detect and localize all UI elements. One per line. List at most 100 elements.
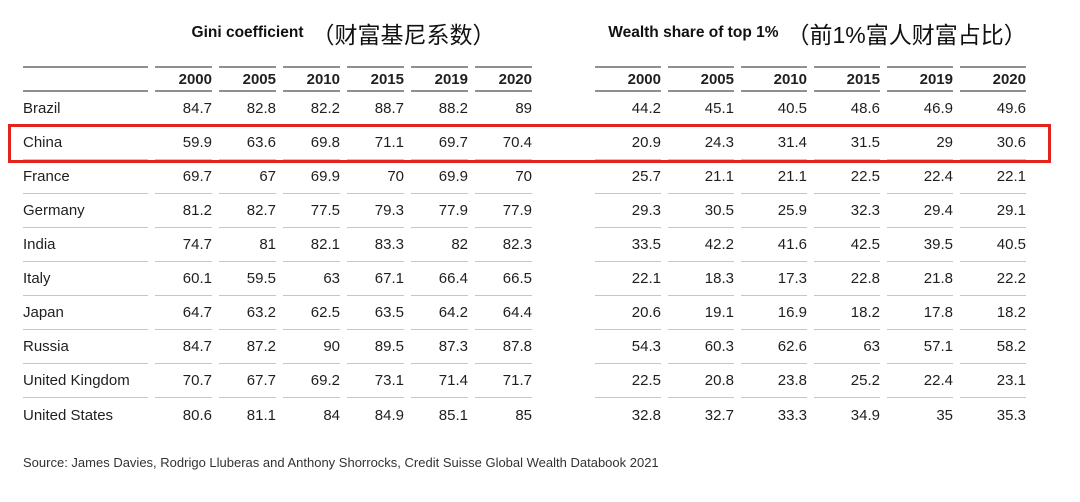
column-group-gap xyxy=(532,126,588,160)
wealth-value: 40.5 xyxy=(960,228,1026,262)
wealth-value: 46.9 xyxy=(887,92,953,126)
wealth-year-header: 2005 xyxy=(668,66,734,92)
column-group-gap xyxy=(532,364,588,398)
gini-value: 82 xyxy=(411,228,468,262)
gini-value: 84.9 xyxy=(374,406,404,424)
wealth-value: 21.1 xyxy=(741,160,807,194)
gini-value: 64.4 xyxy=(475,296,532,330)
gini-value: 60.1 xyxy=(155,262,212,296)
gini-title-en: Gini coefficient xyxy=(191,24,304,41)
wealth-value: 23.1 xyxy=(960,364,1026,398)
country-name: Germany xyxy=(23,194,148,228)
gini-value: 66.4 xyxy=(411,262,468,296)
gini-value: 82.7 xyxy=(219,194,276,228)
gini-year-header: 2000 xyxy=(155,66,212,92)
wealth-value: 33.3 xyxy=(777,406,807,424)
table-row: Germany 81.2 82.7 77.5 79.3 77.9 77.9 29.3 30.5 2… xyxy=(23,194,1040,228)
wealth-group-title: Wealth share of top 1% （前1%富人财富占比） xyxy=(595,16,1040,50)
country-name: Russia xyxy=(23,330,148,364)
gini-value: 64.2 xyxy=(411,296,468,330)
wealth-year-header: 2000 xyxy=(595,66,661,92)
gini-value: 79.3 xyxy=(347,194,404,228)
country-name: United Kingdom xyxy=(23,364,148,398)
table-row: United Kingdom 70.7 67.7 69.2 73.1 71.4 71.7 22… xyxy=(23,364,1040,398)
gini-value: 63.6 xyxy=(219,126,276,160)
gini-title-zh: （财富基尼系数） xyxy=(311,22,496,48)
country-name: Italy xyxy=(23,262,148,296)
wealth-value: 29 xyxy=(887,126,953,160)
table-row: Italy 60.1 59.5 63 67.1 66.4 66.5 22.1 18.3 17.3 2… xyxy=(23,262,1040,296)
gini-year-header: 2019 xyxy=(411,66,468,92)
wealth-value: 21.1 xyxy=(668,160,734,194)
wealth-value: 41.6 xyxy=(741,228,807,262)
wealth-value: 42.5 xyxy=(814,228,880,262)
years-header-row: 2000 2005 2010 2015 2019 2020 2000 2005 … xyxy=(23,66,1040,92)
gini-value: 69.2 xyxy=(283,364,340,398)
wealth-value: 31.5 xyxy=(814,126,880,160)
table-row: India 74.7 81 82.1 83.3 82 82.3 33.5 42.2 41.6 42.… xyxy=(23,228,1040,262)
gini-value: 70 xyxy=(475,160,532,194)
gini-value: 70 xyxy=(347,160,404,194)
wealth-year-header: 2020 xyxy=(960,66,1026,92)
wealth-value: 21.8 xyxy=(887,262,953,296)
wealth-value: 32.7 xyxy=(704,406,734,424)
gini-year-header: 2005 xyxy=(219,66,276,92)
wealth-value: 22.5 xyxy=(814,160,880,194)
wealth-value: 18.3 xyxy=(668,262,734,296)
wealth-value: 25.2 xyxy=(814,364,880,398)
gini-value: 63 xyxy=(283,262,340,296)
gini-value: 67 xyxy=(219,160,276,194)
gini-value: 81 xyxy=(219,228,276,262)
gini-group-title: Gini coefficient （财富基尼系数） xyxy=(148,16,539,50)
gini-value: 80.6 xyxy=(182,406,212,424)
wealth-value: 32.8 xyxy=(631,406,661,424)
column-group-gap xyxy=(532,194,588,228)
wealth-inequality-table: Gini coefficient （财富基尼系数） Wealth share o… xyxy=(8,0,1051,432)
wealth-value: 22.1 xyxy=(960,160,1026,194)
table-row: United States 80.6 81.1 84 84.9 85.1 85 32.8 32.… xyxy=(23,398,1040,432)
wealth-value: 22.1 xyxy=(595,262,661,296)
gini-value: 67.7 xyxy=(219,364,276,398)
gini-value: 67.1 xyxy=(347,262,404,296)
wealth-value: 17.8 xyxy=(887,296,953,330)
wealth-value: 32.3 xyxy=(814,194,880,228)
gini-value: 81.2 xyxy=(155,194,212,228)
gini-value: 69.7 xyxy=(411,126,468,160)
gini-value: 73.1 xyxy=(347,364,404,398)
wealth-value: 17.3 xyxy=(741,262,807,296)
gini-value: 62.5 xyxy=(283,296,340,330)
wealth-value: 30.6 xyxy=(960,126,1026,160)
wealth-value: 39.5 xyxy=(887,228,953,262)
wealth-value: 20.6 xyxy=(595,296,661,330)
table-row: China 59.9 63.6 69.8 71.1 69.7 70.4 20.9 24.3 31.… xyxy=(8,124,1051,163)
wealth-value: 33.5 xyxy=(595,228,661,262)
gini-value: 77.9 xyxy=(475,194,532,228)
gini-year-header: 2010 xyxy=(283,66,340,92)
gini-value: 87.8 xyxy=(475,330,532,364)
column-group-gap xyxy=(532,228,588,262)
gini-value: 66.5 xyxy=(475,262,532,296)
gini-value: 87.3 xyxy=(411,330,468,364)
wealth-value: 42.2 xyxy=(668,228,734,262)
gini-value: 59.9 xyxy=(155,126,212,160)
gini-value: 64.7 xyxy=(155,296,212,330)
wealth-value: 29.1 xyxy=(960,194,1026,228)
wealth-value: 25.9 xyxy=(741,194,807,228)
wealth-value: 57.1 xyxy=(887,330,953,364)
gini-value: 85 xyxy=(515,406,532,424)
wealth-value: 45.1 xyxy=(668,92,734,126)
wealth-value: 49.6 xyxy=(960,92,1026,126)
wealth-value: 22.4 xyxy=(887,364,953,398)
gini-value: 88.7 xyxy=(347,92,404,126)
country-name: Brazil xyxy=(23,92,148,126)
wealth-value: 44.2 xyxy=(595,92,661,126)
gini-value: 84.7 xyxy=(155,92,212,126)
gini-value: 82.1 xyxy=(283,228,340,262)
country-name: India xyxy=(23,228,148,262)
wealth-value: 48.6 xyxy=(814,92,880,126)
wealth-value: 22.8 xyxy=(814,262,880,296)
gini-value: 69.8 xyxy=(283,126,340,160)
wealth-year-header: 2019 xyxy=(887,66,953,92)
wealth-value: 30.5 xyxy=(668,194,734,228)
wealth-value: 22.4 xyxy=(887,160,953,194)
